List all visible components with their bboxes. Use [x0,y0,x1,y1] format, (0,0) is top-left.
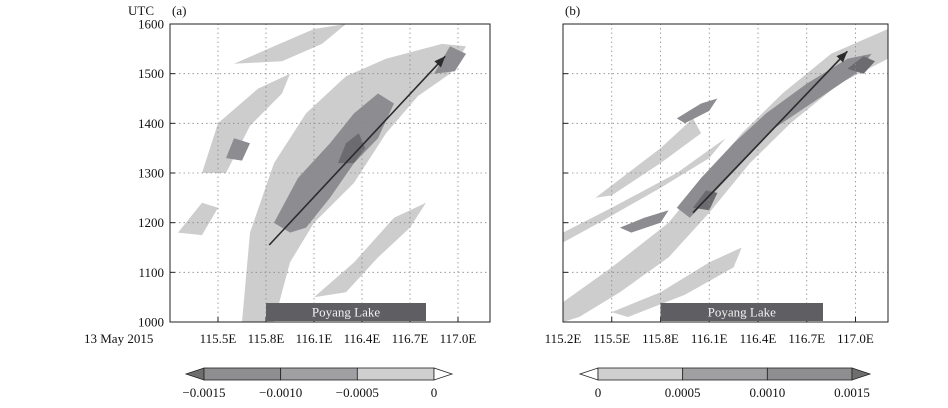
panel-b-plot: 115.2E 115.5E 115.8E 116.1E 116.4E 116.7E 117.… [545,23,888,346]
panel-b-frame [562,23,889,323]
shaded-band [619,210,669,233]
y-tick-label: 1600 [138,17,164,32]
x-tick-label: 116.7E [392,331,429,346]
y-axis-title: UTC [128,3,154,18]
colorbar-segment [433,367,454,381]
shaded-band [434,46,466,74]
y-tick-label: 1300 [138,166,164,181]
panel-a-frame [169,23,491,323]
shaded-band [676,53,872,218]
panel-a-label: (a) [172,3,186,18]
colorbar-segment [203,367,282,381]
colorbar-tick-label: 0.0010 [749,385,785,400]
poyang-lake-label: Poyang Lake [708,305,776,320]
x-tick-label: 116.4E [740,331,777,346]
colorbar-tick-label: −0.0005 [336,385,379,400]
panel-b-colorbar: 0 0.0005 0.0010 0.0015 [578,367,872,400]
panel-a-plot: 115.5E 115.8E 116.1E 116.4E 116.7E 117.0E 1000… [138,17,490,346]
x-tick-label: 115.5E [200,331,237,346]
colorbar-tick-label: 0 [595,385,602,400]
colorbar-segment [356,367,435,381]
colorbar-tick-label: 0.0005 [665,385,701,400]
x-tick-label: 117.0E [837,331,874,346]
shaded-band [178,202,218,236]
x-tick-label: 117.0E [440,331,477,346]
colorbar-segment [280,367,358,381]
panel-a-colorbar: −0.0015 −0.0010 −0.0005 0 [182,367,454,400]
x-tick-label: 115.5E [593,331,630,346]
shaded-band [338,133,366,164]
colorbar-segment [578,367,599,381]
shaded-band [226,138,250,161]
colorbar-segment [597,367,684,381]
shaded-band [611,247,742,317]
x-tick-label: 115.8E [642,331,679,346]
shaded-band [676,98,718,124]
date-label: 13 May 2015 [84,331,153,346]
x-tick-label: 115.2E [545,331,582,346]
poyang-lake-label: Poyang Lake [312,305,380,320]
colorbar-tick-label: −0.0015 [182,385,225,400]
panel-a: UTC (a) 115.5E 115.8E 116.1E 116.4E 116.7E 11… [84,3,491,400]
colorbar-segment [766,367,853,381]
colorbar-segment [682,367,768,381]
shaded-band [202,73,290,173]
x-tick-label: 116.1E [296,331,333,346]
colorbar-tick-label: −0.0010 [259,385,302,400]
y-tick-label: 1000 [138,315,164,330]
panel-b: (b) 115.2E 115.5E 115.8E 116.1E 116.4E 116.7E… [545,3,889,400]
x-tick-label: 116.7E [788,331,825,346]
x-tick-label: 116.4E [344,331,381,346]
colorbar-segment [851,367,872,381]
colorbar-segment [184,367,205,381]
panel-b-label: (b) [565,3,580,18]
y-tick-label: 1400 [138,116,164,131]
colorbar-tick-label: 0 [431,385,438,400]
y-tick-label: 1500 [138,66,164,81]
x-tick-label: 115.8E [248,331,285,346]
shaded-band [847,56,875,74]
propagation-arrow [268,55,446,246]
poyang-lake-box [266,303,426,321]
shaded-band [274,93,394,233]
y-tick-label: 1100 [138,265,164,280]
shaded-band [563,138,726,243]
y-tick-label: 1200 [138,215,164,230]
x-tick-label: 116.1E [691,331,728,346]
poyang-lake-box [660,303,823,321]
shaded-band [234,24,346,64]
colorbar-tick-label: 0.0015 [834,385,870,400]
shaded-band [314,202,426,298]
propagation-arrow [692,50,848,214]
propagation-arrowhead [434,56,446,68]
shaded-band [595,118,702,198]
propagation-arrowhead [836,51,848,63]
